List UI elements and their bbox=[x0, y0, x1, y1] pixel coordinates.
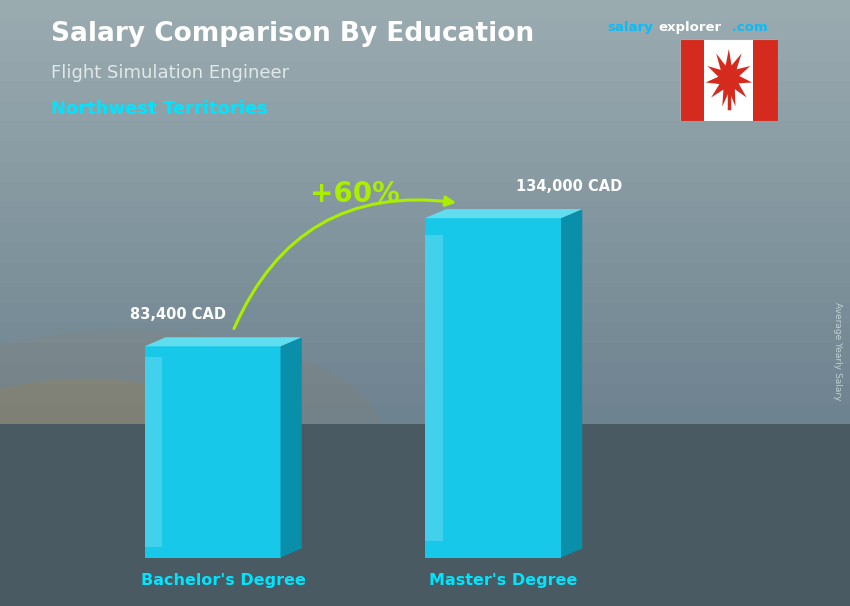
Bar bbox=[0, 283, 850, 303]
Polygon shape bbox=[280, 337, 302, 558]
Polygon shape bbox=[0, 424, 850, 606]
Ellipse shape bbox=[0, 330, 382, 542]
Bar bbox=[0, 404, 850, 424]
Polygon shape bbox=[561, 209, 582, 558]
Bar bbox=[0, 525, 850, 545]
Polygon shape bbox=[425, 209, 582, 218]
Polygon shape bbox=[425, 218, 561, 558]
Bar bbox=[0, 0, 850, 20]
Text: +60%: +60% bbox=[309, 181, 399, 208]
Polygon shape bbox=[425, 235, 443, 541]
Bar bbox=[0, 41, 850, 61]
Bar bbox=[753, 39, 778, 121]
Bar bbox=[0, 565, 850, 586]
Bar bbox=[0, 344, 850, 364]
Bar bbox=[0, 364, 850, 384]
Bar bbox=[0, 222, 850, 242]
Bar bbox=[0, 465, 850, 485]
Text: Northwest Territories: Northwest Territories bbox=[51, 100, 268, 118]
Text: 134,000 CAD: 134,000 CAD bbox=[516, 179, 622, 194]
Text: 83,400 CAD: 83,400 CAD bbox=[131, 307, 226, 322]
Text: Flight Simulation Engineer: Flight Simulation Engineer bbox=[51, 64, 289, 82]
Bar bbox=[0, 20, 850, 41]
Bar bbox=[0, 61, 850, 81]
Bar bbox=[0, 323, 850, 344]
Bar bbox=[0, 485, 850, 505]
Bar bbox=[0, 505, 850, 525]
Bar bbox=[0, 202, 850, 222]
Bar bbox=[0, 303, 850, 323]
Bar bbox=[0, 101, 850, 121]
Polygon shape bbox=[144, 337, 302, 346]
Bar bbox=[705, 39, 753, 121]
Polygon shape bbox=[706, 49, 752, 107]
Bar bbox=[0, 424, 850, 444]
Bar bbox=[0, 81, 850, 101]
Polygon shape bbox=[144, 346, 280, 558]
Polygon shape bbox=[144, 357, 162, 547]
Bar bbox=[0, 444, 850, 465]
Text: Master's Degree: Master's Degree bbox=[429, 573, 578, 588]
Bar bbox=[0, 121, 850, 141]
Text: Salary Comparison By Education: Salary Comparison By Education bbox=[51, 21, 534, 47]
Text: salary: salary bbox=[608, 21, 654, 34]
Bar bbox=[0, 182, 850, 202]
Bar bbox=[0, 262, 850, 283]
Bar bbox=[0, 545, 850, 565]
Text: Bachelor's Degree: Bachelor's Degree bbox=[141, 573, 305, 588]
Bar bbox=[0, 384, 850, 404]
Bar bbox=[0, 162, 850, 182]
Ellipse shape bbox=[0, 379, 255, 530]
Text: Average Yearly Salary: Average Yearly Salary bbox=[833, 302, 842, 401]
Bar bbox=[680, 39, 705, 121]
Text: explorer: explorer bbox=[659, 21, 722, 34]
Bar bbox=[0, 586, 850, 606]
Bar bbox=[0, 242, 850, 262]
Bar bbox=[0, 141, 850, 162]
Text: .com: .com bbox=[727, 21, 768, 34]
